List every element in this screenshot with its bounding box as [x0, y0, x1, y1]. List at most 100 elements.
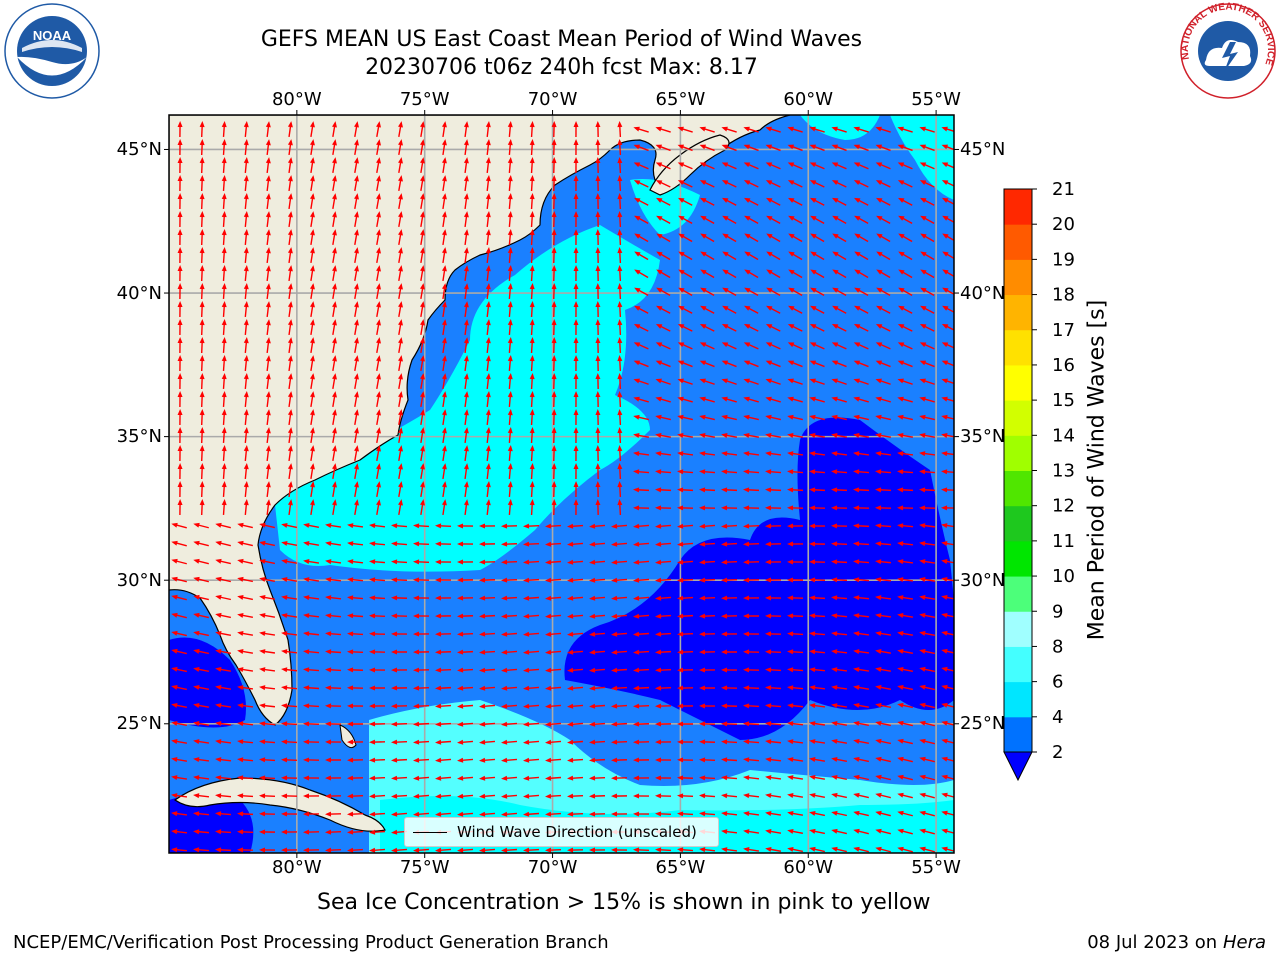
wind-wave-arrow: [941, 505, 954, 511]
wind-wave-arrow: [435, 793, 452, 799]
wind-wave-arrow: [441, 247, 447, 264]
wind-wave-arrow: [325, 649, 342, 655]
wind-wave-arrow: [347, 721, 364, 727]
wind-wave-arrow: [699, 685, 716, 691]
wind-wave-arrow: [919, 396, 935, 403]
wind-wave-arrow: [441, 427, 447, 444]
wind-wave-arrow: [788, 251, 803, 261]
wind-wave-arrow: [743, 793, 760, 799]
wind-wave-arrow: [369, 667, 386, 673]
wind-wave-arrow: [485, 211, 491, 228]
wind-wave-arrow: [875, 378, 891, 385]
wind-wave-arrow: [744, 215, 759, 224]
wind-wave-arrow: [507, 481, 513, 498]
wind-wave-arrow: [875, 774, 891, 781]
wind-wave-arrow: [441, 409, 447, 426]
wind-wave-arrow: [787, 631, 804, 637]
wind-wave-arrow: [391, 847, 408, 853]
wind-wave-arrow: [831, 342, 847, 350]
wind-wave-arrow: [303, 577, 320, 583]
wind-wave-arrow: [765, 739, 782, 745]
wind-wave-arrow: [567, 775, 584, 781]
wind-wave-arrow: [435, 649, 452, 655]
wind-wave-arrow: [193, 757, 210, 763]
wind-wave-arrow: [765, 180, 781, 188]
wind-wave-arrow: [376, 301, 381, 318]
wind-wave-arrow: [853, 324, 869, 332]
wind-wave-arrow: [611, 595, 628, 601]
wind-wave-arrow: [369, 739, 386, 745]
wind-wave-arrow: [369, 775, 386, 781]
wind-wave-arrow: [529, 157, 535, 174]
wind-wave-arrow: [634, 269, 649, 279]
wind-wave-arrow: [898, 269, 913, 279]
wind-wave-arrow: [677, 180, 693, 188]
wind-wave-arrow: [420, 463, 425, 480]
wind-wave-arrow: [376, 391, 381, 408]
wind-wave-arrow: [787, 541, 804, 547]
wind-wave-arrow: [897, 846, 913, 853]
wind-wave-arrow: [919, 756, 935, 763]
wind-wave-arrow: [633, 487, 650, 493]
wind-wave-arrow: [678, 305, 693, 314]
wind-wave-arrow: [347, 559, 364, 565]
wind-wave-arrow: [354, 175, 359, 192]
wind-wave-arrow: [941, 630, 954, 636]
wind-wave-arrow: [611, 613, 628, 619]
wind-wave-arrow: [633, 775, 650, 781]
wind-wave-arrow: [332, 175, 337, 192]
ocean-field-4-6-d: [890, 115, 954, 200]
wind-wave-arrow: [303, 829, 320, 835]
wind-wave-arrow: [325, 685, 342, 691]
wind-wave-arrow: [765, 523, 782, 529]
wind-wave-arrow: [354, 229, 359, 246]
wind-wave-arrow: [765, 342, 781, 350]
wind-wave-arrow: [897, 144, 913, 152]
wind-wave-arrow: [634, 233, 649, 243]
wind-wave-arrow: [809, 469, 826, 475]
wind-wave-arrow: [369, 541, 386, 547]
wind-wave-arrow: [567, 757, 584, 763]
wind-wave-arrow: [287, 319, 293, 336]
wind-wave-arrow: [721, 126, 737, 133]
wind-wave-arrow: [485, 247, 491, 264]
wind-wave-arrow: [787, 649, 804, 655]
wind-wave-arrow: [199, 265, 205, 282]
wind-wave-arrow: [677, 667, 694, 673]
wind-wave-arrow: [551, 373, 557, 390]
wind-wave-arrow: [941, 684, 954, 690]
wind-wave-arrow: [369, 595, 386, 601]
colorbar-segment: [1004, 224, 1032, 260]
wind-wave-arrow: [420, 175, 425, 192]
wind-wave-arrow: [171, 576, 187, 583]
wind-wave-arrow: [551, 229, 557, 246]
wind-wave-arrow: [369, 829, 386, 835]
wind-wave-arrow: [787, 577, 804, 583]
wind-wave-arrow: [523, 631, 540, 637]
nws-logo: NATIONAL WEATHER SERVICE: [1180, 2, 1276, 99]
wind-wave-arrow: [743, 739, 760, 745]
wind-wave-arrow: [529, 247, 535, 264]
wind-wave-arrow: [743, 559, 760, 565]
wind-wave-arrow: [463, 373, 469, 390]
footer-date: 08 Jul 2023 on Hera: [1087, 932, 1266, 953]
wind-wave-arrow: [243, 247, 249, 264]
wind-wave-arrow: [435, 757, 452, 763]
wind-wave-arrow: [573, 391, 579, 408]
wind-wave-arrow: [854, 305, 869, 314]
wind-wave-arrow: [655, 541, 672, 547]
wind-wave-arrow: [809, 685, 826, 691]
wind-wave-arrow: [897, 378, 913, 385]
wind-wave-arrow: [376, 499, 381, 516]
wind-wave-arrow: [633, 378, 649, 385]
sea-ice-note: Sea Ice Concentration > 15% is shown in …: [317, 890, 931, 915]
wind-wave-arrow: [325, 829, 342, 835]
wind-wave-arrow: [787, 721, 804, 727]
wind-wave-arrow: [573, 247, 579, 264]
wind-wave-arrow: [259, 576, 276, 583]
wind-wave-arrow: [941, 559, 954, 564]
wind-wave-arrow: [287, 499, 293, 516]
wind-wave-arrow: [441, 175, 447, 192]
wind-wave-arrow: [765, 469, 782, 475]
wind-wave-arrow: [567, 667, 584, 673]
